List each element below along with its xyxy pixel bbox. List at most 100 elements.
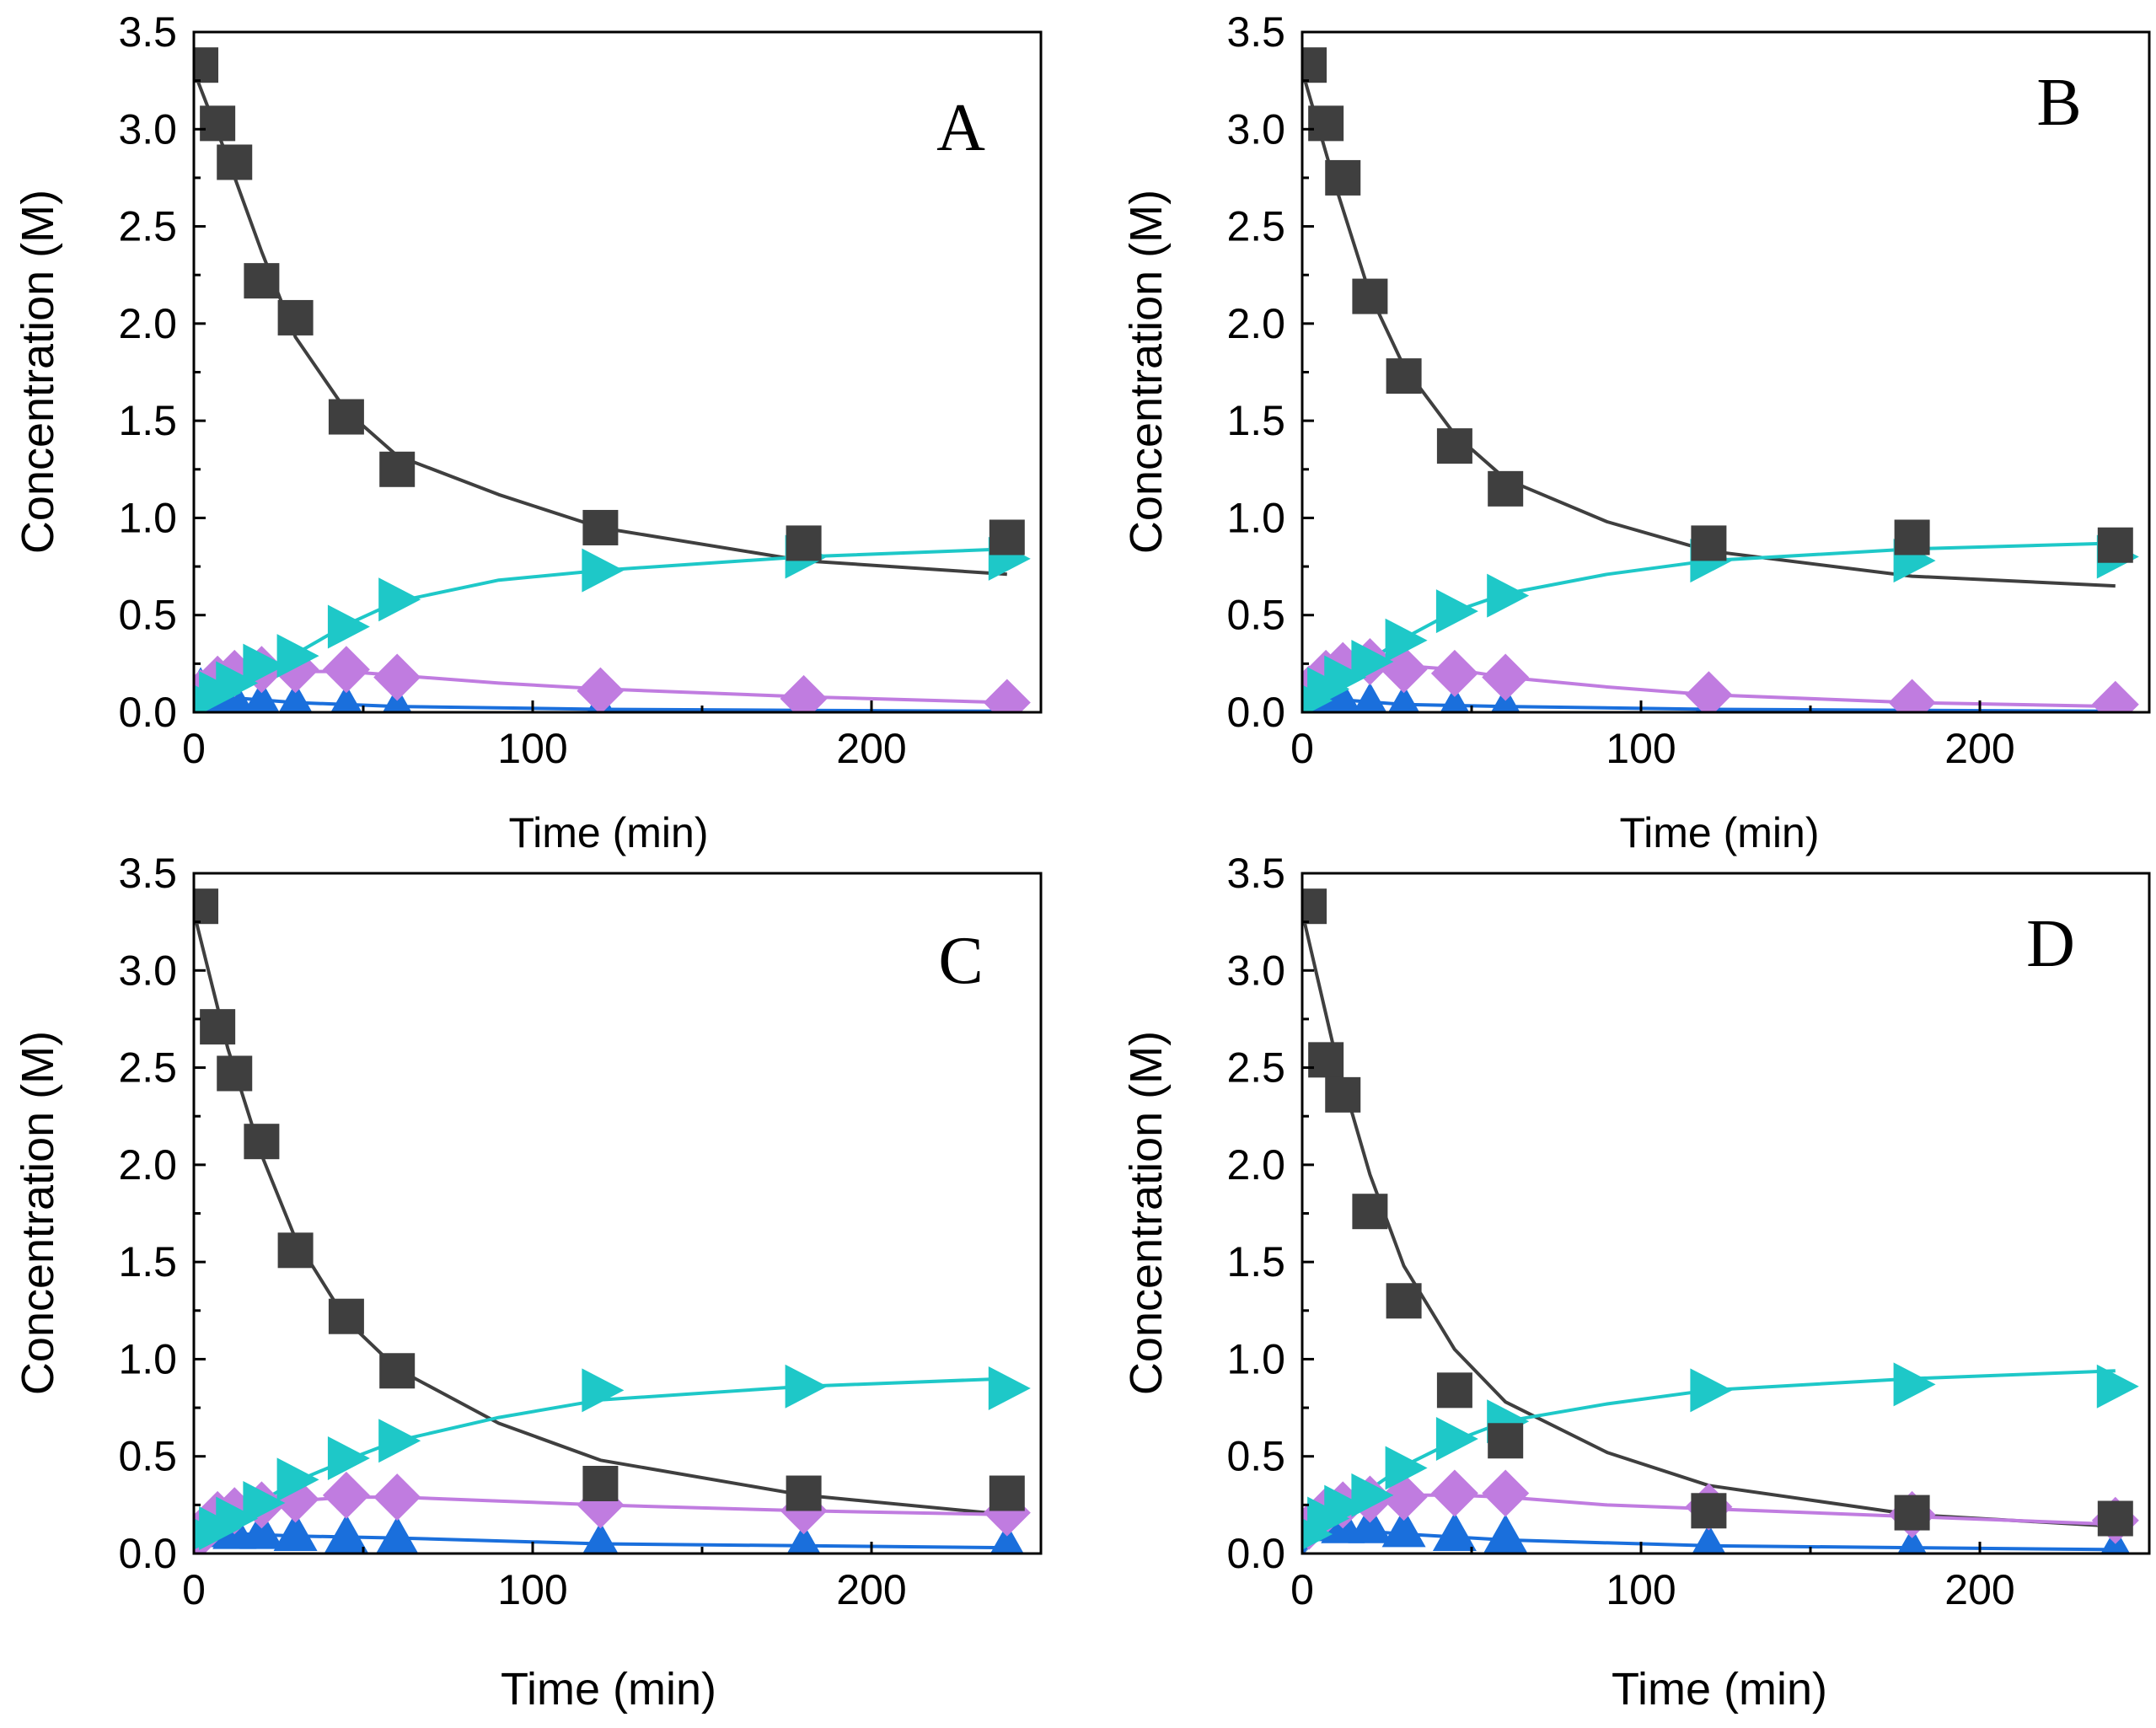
panel-c-series-2-point — [582, 1368, 625, 1413]
panel-c: C Time (min) Concentration (M) 0.0 0.5 1.0… — [13, 850, 1043, 1715]
panel-c-series-1-point — [379, 1353, 416, 1389]
panel-d-y-tick-label: 0.0 — [1226, 1530, 1285, 1577]
panel-d-series-1-fit-line — [1302, 911, 2116, 1528]
panel-a-letter: A — [936, 91, 985, 165]
panel-d-y-tick-label: 1.0 — [1226, 1335, 1285, 1382]
panel-d-series-1-point — [1308, 1042, 1344, 1078]
panel-a-series-3-point — [780, 674, 828, 712]
panel-b-series-1-point — [1488, 470, 1524, 507]
panel-d-series-3-point — [1430, 1469, 1478, 1517]
panel-a-series-2-point — [216, 661, 259, 706]
panel-a-series-1-point — [582, 509, 619, 545]
panel-b-content — [1302, 47, 2139, 712]
panel-b-series-2-point — [1324, 655, 1367, 700]
panel-b-series-1-point — [1352, 278, 1388, 314]
panel-a-series-1-point — [379, 451, 416, 487]
panel-c-y-tick-label: 0.0 — [118, 1530, 177, 1577]
panel-c-letter: C — [938, 924, 983, 998]
panel-d-series-2-point — [1435, 1416, 1478, 1461]
panel-c-series-4-point — [582, 1521, 619, 1554]
panel-a-y-tick-label: 1.5 — [118, 397, 177, 444]
panel-b-series-2-point — [1435, 589, 1478, 634]
panel-c-x-axis-title: Time (min) — [501, 1664, 716, 1715]
panel-c-content — [194, 888, 1031, 1554]
panel-d-y-tick-label: 3.0 — [1226, 947, 1285, 994]
panel-a-series-1-point — [328, 399, 364, 435]
panel-d-series-2-point — [1893, 1362, 1936, 1407]
panel-a-x-tick-label: 0 — [182, 725, 206, 772]
panel-a-plot-area — [192, 30, 1043, 714]
panel-d-y-tick-label: 1.5 — [1226, 1238, 1285, 1285]
panel-d-frame — [1301, 872, 2151, 1555]
panel-d-series-4-point — [1432, 1511, 1477, 1551]
panel-b-series-3-point — [1888, 679, 1936, 712]
panel-c-plot-area — [192, 872, 1043, 1555]
panel-a-series-3-point — [577, 667, 625, 712]
panel-b-y-tick-label: 1.5 — [1226, 397, 1285, 444]
panel-b-series-3-point — [1482, 653, 1530, 701]
panel-b-series-2-point — [1385, 618, 1428, 663]
panel-b-y-tick-label: 3.5 — [1226, 8, 1285, 56]
panel-d-series-4-point — [1483, 1514, 1528, 1554]
panel-c-series-1-point — [200, 1009, 236, 1045]
panel-c-y-tick-label: 1.0 — [118, 1335, 177, 1382]
panel-c-series-2-point — [276, 1457, 319, 1502]
panel-a-series-1-point — [786, 525, 822, 561]
panel-a-y-tick-label: 0.5 — [118, 592, 177, 639]
panel-b-series-1-point — [1308, 105, 1344, 142]
panel-d-series-1-point — [1436, 1372, 1472, 1409]
panel-d-series-4-point — [1381, 1508, 1426, 1548]
panel-a-x-tick-label: 100 — [497, 725, 567, 772]
panel-d-series-1-point — [1352, 1194, 1388, 1230]
panel-a-series-1-point — [277, 299, 314, 335]
panel-d-series-3-point — [1482, 1469, 1530, 1517]
panel-a-frame — [192, 30, 1043, 714]
panel-b-x-axis-title: Time (min) — [1619, 809, 1819, 856]
panel-d-x-tick-label: 0 — [1290, 1566, 1314, 1613]
panel-b-y-tick-label: 2.0 — [1226, 300, 1285, 347]
panel-a-series-3-point — [983, 679, 1031, 712]
panel-c-y-tick-label: 3.0 — [118, 947, 177, 994]
panel-b-plot-area — [1301, 30, 2151, 714]
panel-c-series-3-point — [373, 1473, 421, 1521]
panel-d-series-1-point — [1691, 1493, 1727, 1529]
panel-b-series-4-point — [1440, 686, 1470, 712]
panel-a-series-1-point — [217, 144, 253, 180]
panel-a-series-4-point — [278, 682, 313, 712]
panel-c-series-4-point — [239, 1510, 284, 1549]
panel-d-letter: D — [2026, 907, 2075, 981]
panel-c-series-1-point — [277, 1232, 314, 1269]
panel-c-series-2-point — [785, 1364, 828, 1409]
panel-a-series-1-fit-line — [194, 70, 1007, 577]
panel-c-series-1-point — [194, 888, 219, 925]
panel-c-x-tick-label: 100 — [497, 1566, 567, 1613]
panel-c-series-1-fit-line — [194, 911, 1007, 1516]
panel-d-series-2-point — [1385, 1446, 1428, 1490]
panel-b-series-1-point — [1302, 47, 1327, 83]
panel-c-y-tick-label: 3.5 — [118, 850, 177, 897]
panel-d-y-tick-label: 0.5 — [1226, 1433, 1285, 1480]
panel-a: A Time (min) Concentration (M) 0.0 0.5 1.0… — [13, 8, 1043, 856]
panel-a-series-3-point — [373, 653, 421, 701]
panel-c-x-tick-label: 200 — [836, 1566, 906, 1613]
panel-a-y-tick-label: 2.0 — [118, 300, 177, 347]
panel-c-y-tick-label: 1.5 — [118, 1238, 177, 1285]
panel-b-y-tick-label: 0.5 — [1226, 592, 1285, 639]
panel-b-series-1-point — [1691, 525, 1727, 561]
panel-c-x-tick-label: 0 — [182, 1566, 206, 1613]
panel-b-frame — [1301, 30, 2151, 714]
panel-d-series-1-point — [1386, 1283, 1422, 1319]
panel-d-series-1-point — [2097, 1500, 2133, 1537]
panel-b-series-4-point — [1325, 680, 1361, 712]
panel-b-series-1-fit-line — [1302, 70, 2116, 588]
panel-b-series-1-point — [1386, 358, 1422, 394]
panel-b-letter: B — [2036, 66, 2081, 140]
panel-d-series-1-point — [1325, 1076, 1361, 1113]
panel-a-y-tick-label: 3.0 — [118, 105, 177, 153]
panel-c-series-1-point — [328, 1298, 364, 1334]
panel-a-series-4-point — [244, 680, 280, 712]
panel-d-series-2-point — [2096, 1364, 2139, 1409]
panel-d-series-2-point — [1351, 1473, 1394, 1517]
panel-a-series-1-point — [194, 47, 219, 83]
panel-d-y-tick-label: 2.5 — [1226, 1044, 1285, 1092]
